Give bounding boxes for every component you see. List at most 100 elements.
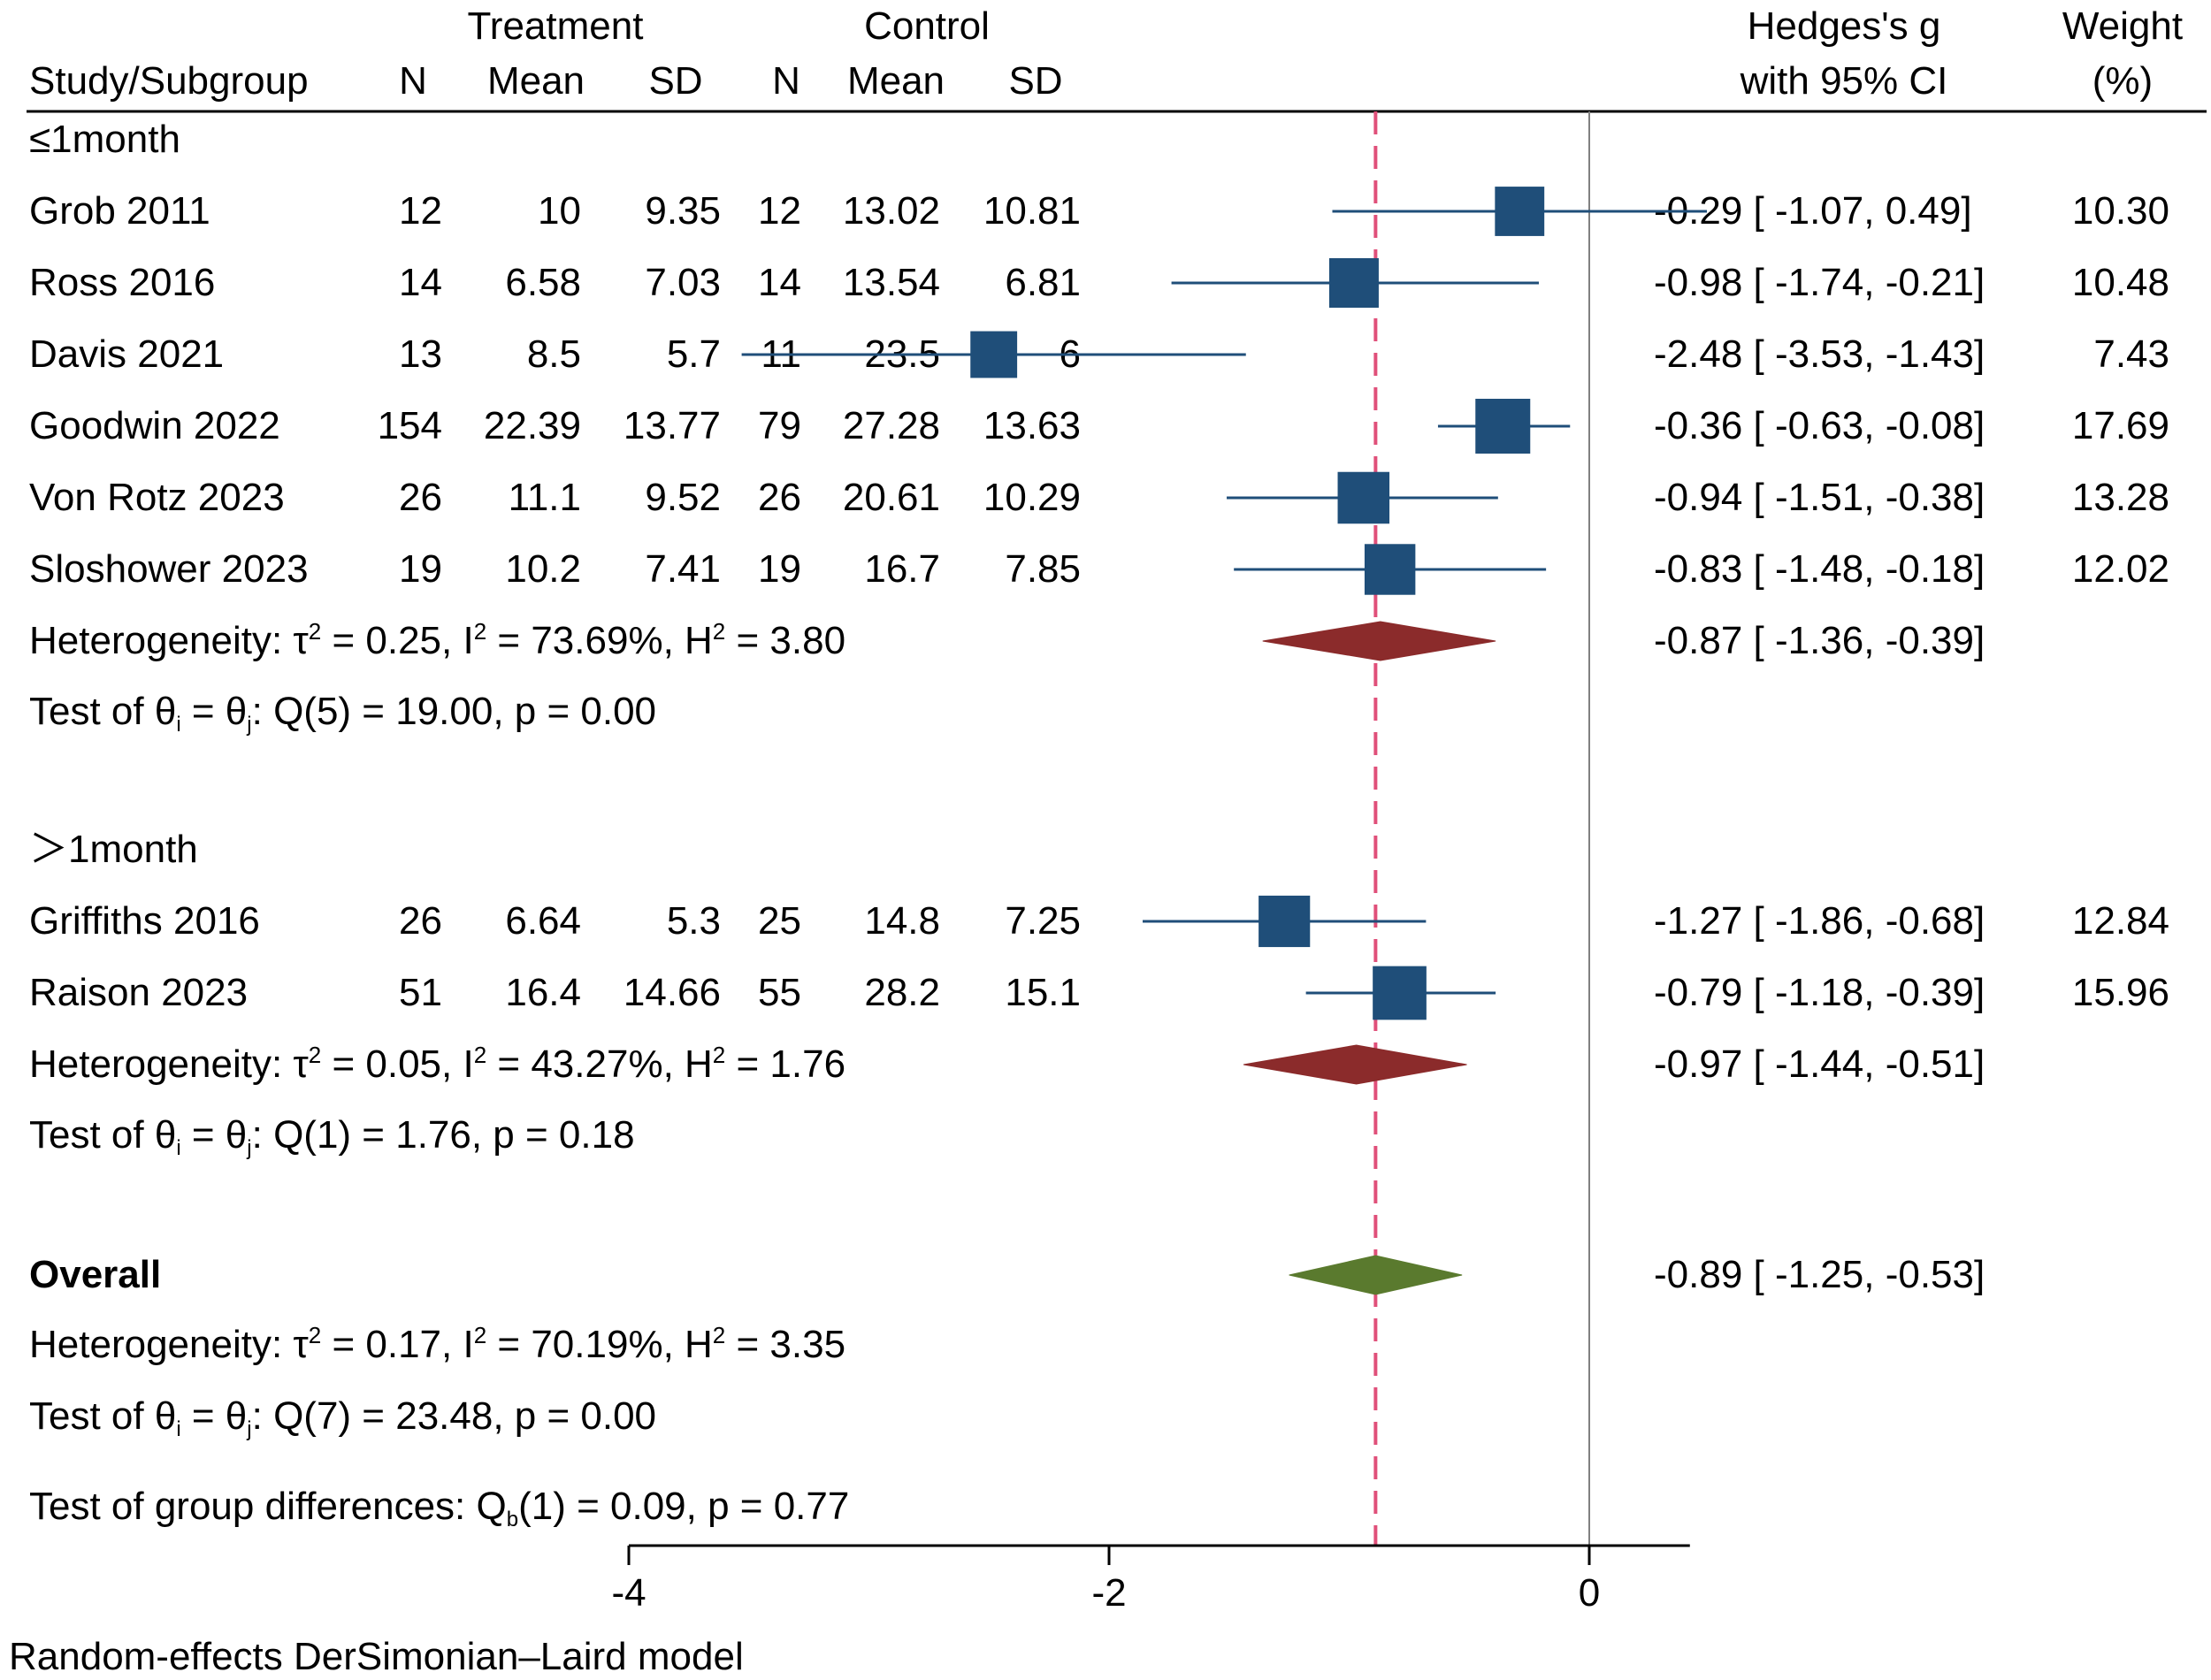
- header-control-n: N: [772, 59, 800, 103]
- het-tau: = 0.25, I: [321, 619, 473, 662]
- test-suffix: : Q(1) = 1.76, p = 0.18: [252, 1113, 635, 1157]
- het-prefix: Heterogeneity: τ: [29, 1042, 309, 1086]
- treatment-sd: 14.66: [624, 971, 721, 1014]
- treatment-sd: 7.41: [645, 547, 721, 591]
- pooled-ci-text: -0.87 [ -1.36, -0.39]: [1654, 619, 1985, 662]
- het-h2: = 3.80: [725, 619, 845, 662]
- het-prefix: Heterogeneity: τ: [29, 619, 309, 662]
- het-i2: = 73.69%, H: [486, 619, 713, 662]
- test-sub-i: i: [176, 1136, 180, 1160]
- het-h2: = 1.76: [725, 1042, 845, 1086]
- treatment-mean: 22.39: [484, 404, 581, 447]
- control-mean: 27.28: [843, 404, 940, 447]
- treatment-sd: 13.77: [624, 404, 721, 447]
- x-axis-tick-label: -4: [611, 1571, 646, 1615]
- treatment-sd: 5.7: [667, 332, 721, 376]
- heterogeneity-text: Heterogeneity: τ2 = 0.05, I2 = 43.27%, H…: [29, 1042, 845, 1086]
- treatment-sd: 9.52: [645, 476, 721, 519]
- control-n: 26: [758, 476, 801, 519]
- control-n: 79: [758, 404, 801, 447]
- header-treatment-mean: Mean: [487, 59, 585, 103]
- group-differences-test-text: Test of group differences: Qb(1) = 0.09,…: [29, 1485, 849, 1531]
- control-mean: 28.2: [864, 971, 940, 1014]
- control-sd: 7.25: [1005, 899, 1081, 943]
- header-study-col: Study/Subgroup: [29, 59, 309, 103]
- het-h2: = 3.35: [725, 1323, 845, 1366]
- effect-ci-text: -0.36 [ -0.63, -0.08]: [1654, 404, 1985, 447]
- heterogeneity-text: Heterogeneity: τ2 = 0.17, I2 = 70.19%, H…: [29, 1322, 845, 1366]
- pooled-ci-text: -0.97 [ -1.44, -0.51]: [1654, 1042, 1985, 1086]
- het-prefix: Heterogeneity: τ: [29, 1323, 309, 1366]
- treatment-mean: 8.5: [527, 332, 581, 376]
- weight-text: 7.43: [2093, 332, 2169, 376]
- het-sup: 2: [713, 1042, 725, 1068]
- overall-label: Overall: [29, 1253, 161, 1296]
- test-suffix: : Q(5) = 19.00, p = 0.00: [252, 690, 656, 733]
- het-sup: 2: [474, 1042, 486, 1068]
- study-square-marker: [1259, 895, 1311, 948]
- heterogeneity-test-text: Test of θi = θj: Q(5) = 19.00, p = 0.00: [29, 690, 656, 737]
- test-sub-i: i: [176, 1417, 180, 1441]
- test-suffix: : Q(7) = 23.48, p = 0.00: [252, 1394, 656, 1438]
- subgroup-pooled-diamond: [1262, 621, 1496, 661]
- het-sup: 2: [309, 1042, 321, 1068]
- study-name: Sloshower 2023: [29, 547, 309, 591]
- effect-ci-text: -0.83 [ -1.48, -0.18]: [1654, 547, 1985, 591]
- study-name: Ross 2016: [29, 261, 215, 304]
- x-axis-tick-label: 0: [1579, 1571, 1600, 1615]
- subgroup-pooled-diamond: [1243, 1044, 1467, 1085]
- treatment-mean: 11.1: [509, 476, 581, 519]
- control-n: 14: [758, 261, 801, 304]
- treatment-mean: 16.4: [505, 971, 581, 1014]
- control-mean: 20.61: [843, 476, 940, 519]
- study-square-marker: [1364, 544, 1416, 595]
- treatment-mean: 10.2: [505, 547, 581, 591]
- weight-text: 13.28: [2072, 476, 2169, 519]
- subgroup-label: ＞1month: [29, 828, 198, 871]
- control-sd: 6.81: [1005, 261, 1081, 304]
- control-sd: 15.1: [1005, 971, 1081, 1014]
- test-sub-j: j: [246, 1417, 251, 1441]
- header-weight-line2: (%): [2092, 59, 2153, 103]
- test-prefix: Test of θ: [29, 690, 176, 733]
- overall-pooled-diamond: [1289, 1255, 1463, 1295]
- weight-text: 17.69: [2072, 404, 2169, 447]
- treatment-n: 13: [399, 332, 442, 376]
- header-treatment-n: N: [399, 59, 427, 103]
- control-n: 19: [758, 547, 801, 591]
- header-treatment-sd: SD: [648, 59, 702, 103]
- header-effect-line1: Hedges's g: [1748, 4, 1941, 48]
- header-treatment: Treatment: [468, 4, 644, 48]
- het-tau: = 0.05, I: [321, 1042, 473, 1086]
- overall-ci-text: -0.89 [ -1.25, -0.53]: [1654, 1253, 1985, 1296]
- effect-ci-text: -0.98 [ -1.74, -0.21]: [1654, 261, 1985, 304]
- study-name: Davis 2021: [29, 332, 224, 376]
- study-name: Griffiths 2016: [29, 899, 260, 943]
- weight-text: 12.02: [2072, 547, 2169, 591]
- header-control-sd: SD: [1008, 59, 1062, 103]
- het-sup: 2: [713, 1322, 725, 1348]
- study-square-marker: [1495, 187, 1545, 236]
- weight-text: 12.84: [2072, 899, 2169, 943]
- weight-text: 10.30: [2072, 189, 2169, 233]
- test-sub-j: j: [246, 1136, 251, 1160]
- header-control: Control: [864, 4, 990, 48]
- heterogeneity-test-text: Test of θi = θj: Q(7) = 23.48, p = 0.00: [29, 1394, 656, 1441]
- group-test-prefix: Test of group differences: Q: [29, 1485, 507, 1528]
- test-mid: = θ: [181, 690, 248, 733]
- treatment-n: 14: [399, 261, 442, 304]
- control-n: 55: [758, 971, 801, 1014]
- treatment-n: 154: [378, 404, 442, 447]
- control-mean: 13.54: [843, 261, 940, 304]
- control-mean: 14.8: [864, 899, 940, 943]
- study-square-marker: [1328, 257, 1379, 309]
- effect-ci-text: -1.27 [ -1.86, -0.68]: [1654, 899, 1985, 943]
- control-mean: 13.02: [843, 189, 940, 233]
- treatment-n: 12: [399, 189, 442, 233]
- treatment-sd: 7.03: [645, 261, 721, 304]
- control-sd: 13.63: [983, 404, 1081, 447]
- treatment-mean: 6.64: [505, 899, 581, 943]
- heterogeneity-text: Heterogeneity: τ2 = 0.25, I2 = 73.69%, H…: [29, 618, 845, 662]
- effect-ci-text: -2.48 [ -3.53, -1.43]: [1654, 332, 1985, 376]
